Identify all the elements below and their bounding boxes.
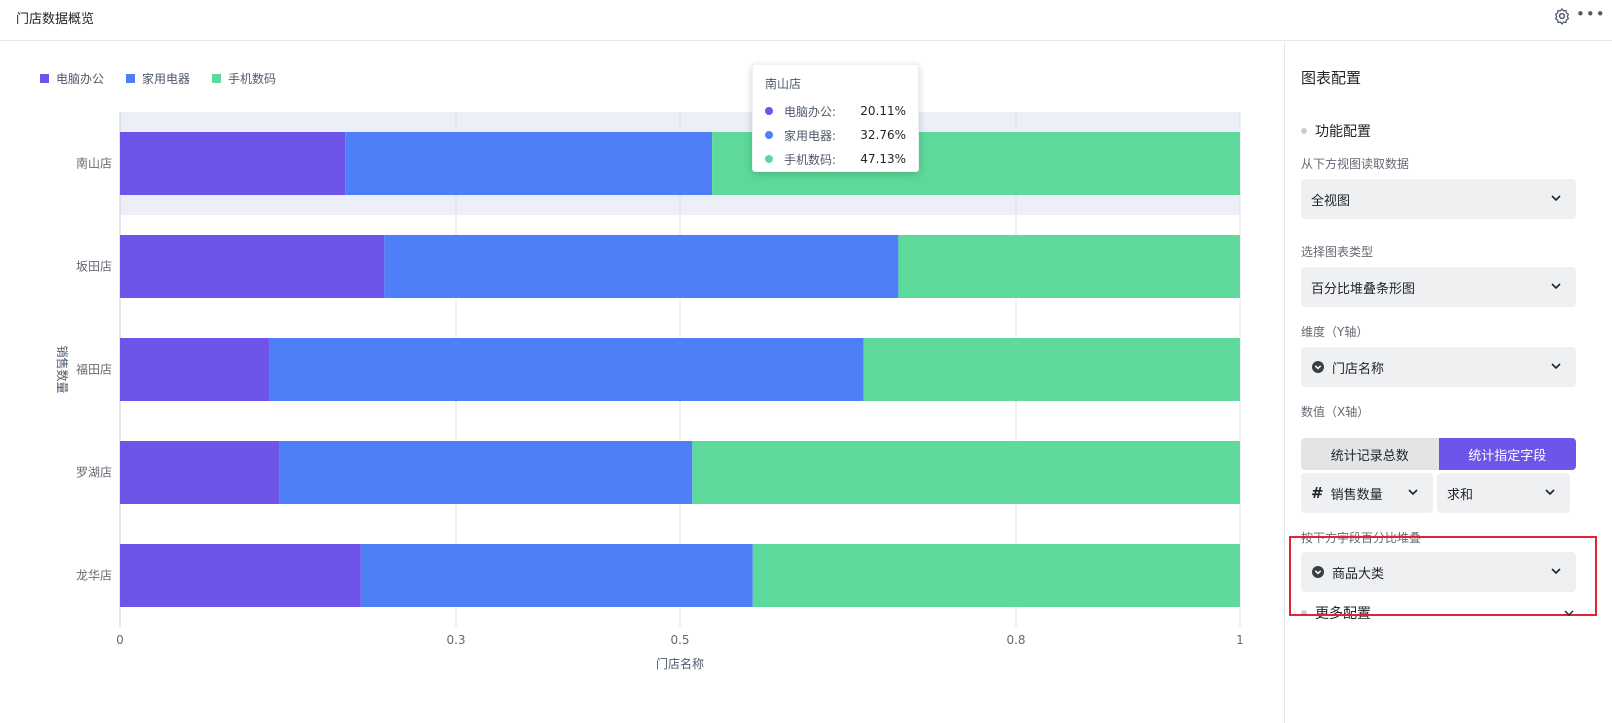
tooltip-row: 手机数码: 47.13% <box>765 147 906 171</box>
bar-segment <box>384 235 899 298</box>
tooltip-dot <box>765 155 773 163</box>
y-category-label: 龙华店 <box>76 569 112 583</box>
x-tick-label: 0.5 <box>670 633 689 647</box>
bar-segment <box>120 132 346 195</box>
data-source-select[interactable]: 全视图 <box>1301 179 1576 219</box>
chart-config-panel: 图表配置 功能配置 从下方视图读取数据 全视图 选择图表类型 百分比堆叠条形图 … <box>1284 42 1612 723</box>
number-field-icon: # <box>1311 484 1324 502</box>
bullet-icon <box>1301 610 1307 616</box>
y-axis-title: 销售数量 <box>55 345 70 393</box>
y-category-label: 坂田店 <box>76 260 112 274</box>
legend-item-phone[interactable]: 手机数码 <box>212 70 276 87</box>
y-category-label: 南山店 <box>76 156 112 171</box>
x-tick-label: 0.8 <box>1006 633 1025 647</box>
legend-label: 手机数码 <box>228 72 277 86</box>
more-options-icon[interactable]: ••• <box>1576 5 1606 23</box>
select-value: 求和 <box>1447 487 1474 503</box>
select-value: 全视图 <box>1311 193 1351 209</box>
bullet-icon <box>1301 128 1307 134</box>
legend-item-computer[interactable]: 电脑办公 <box>40 70 104 87</box>
single-select-field-icon <box>1312 361 1324 373</box>
section-label: 功能配置 <box>1315 124 1371 140</box>
bar-segment <box>120 544 361 607</box>
chevron-down-icon <box>1564 610 1574 616</box>
bar-segment <box>692 441 1240 504</box>
legend-label: 电脑办公 <box>56 72 105 86</box>
bar-segment <box>120 235 385 298</box>
chart-legend: 电脑办公 家用电器 手机数码 <box>40 70 276 87</box>
legend-swatch <box>212 74 222 83</box>
bar-segment <box>279 441 693 504</box>
select-value: 销售数量 <box>1330 487 1383 503</box>
chart-area: 0 0.3 0.5 0.8 1 南山店坂田店福田店罗湖店龙华店门店名称 销售数量 <box>0 42 1284 723</box>
value-field-select[interactable]: # 销售数量 <box>1301 473 1433 513</box>
page-title: 门店数据概览 <box>16 12 95 27</box>
tooltip-value: 32.76% <box>860 128 906 142</box>
source-label: 从下方视图读取数据 <box>1301 157 1410 171</box>
value-axis-label: 数值（X轴） <box>1301 405 1370 419</box>
highlight-annotation <box>1289 536 1597 616</box>
top-bar: 门店数据概览 ••• <box>0 0 1612 41</box>
legend-item-appliance[interactable]: 家用电器 <box>126 70 190 87</box>
legend-swatch <box>40 74 49 83</box>
chevron-down-icon <box>1408 489 1418 496</box>
bar-segment <box>268 338 864 401</box>
chart-type-select[interactable]: 百分比堆叠条形图 <box>1301 267 1576 307</box>
tooltip-series-name: 电脑办公: <box>784 104 837 119</box>
bar-segment <box>345 132 713 195</box>
x-tick-label: 0 <box>116 633 124 647</box>
chevron-down-icon <box>1551 283 1561 290</box>
select-value: 商品大类 <box>1332 566 1385 582</box>
tooltip-dot <box>765 107 773 115</box>
bar-segment <box>898 235 1240 298</box>
bar-segment <box>120 338 269 401</box>
legend-label: 家用电器 <box>142 72 191 86</box>
legend-swatch <box>126 74 136 83</box>
value-mode-toggle: 统计记录总数 统计指定字段 <box>1301 438 1576 470</box>
x-tick-label: 1 <box>1236 633 1244 647</box>
select-value: 门店名称 <box>1332 361 1385 377</box>
dimension-select[interactable]: 门店名称 <box>1301 347 1576 387</box>
chart-type-label: 选择图表类型 <box>1301 245 1374 259</box>
y-category-label: 罗湖店 <box>76 465 112 480</box>
tooltip-row: 电脑办公: 20.11% <box>765 99 906 123</box>
tooltip-title: 南山店 <box>765 77 802 91</box>
chevron-down-icon <box>1551 363 1561 370</box>
single-select-field-icon <box>1312 566 1324 578</box>
panel-title: 图表配置 <box>1301 69 1362 87</box>
dimension-label: 维度（Y轴） <box>1301 325 1369 339</box>
specified-field-option[interactable]: 统计指定字段 <box>1438 438 1576 470</box>
chevron-down-icon <box>1551 195 1561 202</box>
gear-icon[interactable] <box>1553 7 1571 25</box>
tooltip-dot <box>765 131 773 139</box>
chevron-down-icon <box>1545 489 1555 496</box>
y-category-label: 福田店 <box>76 362 112 377</box>
x-axis-title: 门店名称 <box>656 656 704 671</box>
tooltip-value: 20.11% <box>860 104 906 118</box>
tooltip-row: 家用电器: 32.76% <box>765 123 906 147</box>
section-function-config[interactable]: 功能配置 <box>1301 121 1371 141</box>
x-tick-label: 0.3 <box>446 633 465 647</box>
tooltip-value: 47.13% <box>860 152 906 166</box>
stack-field-label: 按下方字段百分比堆叠 <box>1301 531 1422 545</box>
tooltip-series-name: 手机数码: <box>784 152 837 167</box>
bar-segment <box>120 441 280 504</box>
stack-field-select[interactable]: 商品大类 <box>1301 552 1576 592</box>
bar-segment <box>752 544 1240 607</box>
tooltip-series-name: 家用电器: <box>784 128 837 143</box>
bar-segment <box>863 338 1240 401</box>
aggregation-select[interactable]: 求和 <box>1437 473 1570 513</box>
bar-segment <box>360 544 753 607</box>
chevron-down-icon <box>1551 568 1561 575</box>
chart-tooltip: 南山店 电脑办公: 20.11% 家用电器: 32.76% 手机数码: 47.1… <box>752 64 919 172</box>
select-value: 百分比堆叠条形图 <box>1311 281 1416 297</box>
count-records-option[interactable]: 统计记录总数 <box>1301 438 1439 470</box>
